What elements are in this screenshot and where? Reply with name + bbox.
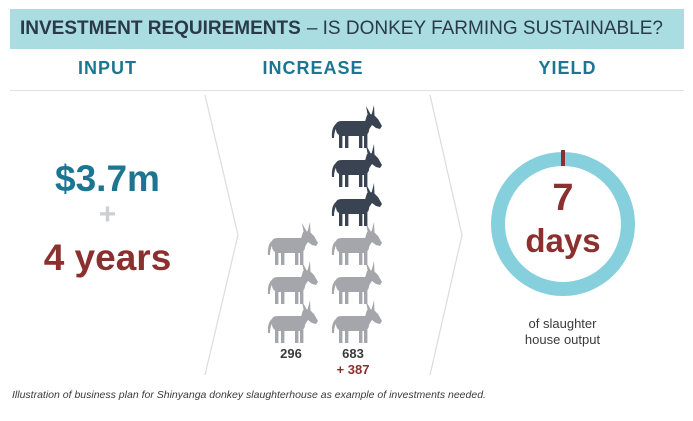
title-rest: – IS DONKEY FARMING SUSTAINABLE? [306,18,663,39]
end-count: 683 [342,346,364,361]
count-difference: + 387 [336,362,370,377]
column-header-input: INPUT [78,58,137,78]
column-header-yield: YIELD [538,58,597,78]
investment-amount: $3.7m [55,158,160,199]
yield-number: 7 [552,177,574,219]
title-bold: INVESTMENT REQUIREMENTS [20,18,301,39]
header-divider [10,90,684,91]
donkey-icon-highlighted [328,183,386,227]
footnote: Illustration of business plan for Shinya… [12,389,486,401]
yield-caption-line1: of slaughter [528,316,597,331]
column-header-increase: INCREASE [262,58,364,78]
yield-caption: of slaughter house output [470,316,655,348]
investment-duration: 4 years [43,237,172,278]
donkey-icon [328,300,386,344]
donkey-icon-highlighted [328,105,386,149]
plus-sign: + [98,198,117,231]
chevron-divider-right [429,94,463,376]
chevron-divider-left [204,94,239,376]
donkey-icon-highlighted [328,144,386,188]
start-count: 296 [280,346,302,361]
yield-ring-marker [561,150,565,166]
donkey-icon [264,261,322,305]
yield-unit: days [525,222,601,259]
donkey-icon [328,222,386,266]
donkey-icon [264,300,322,344]
yield-caption-line2: house output [524,332,601,347]
title-banner: INVESTMENT REQUIREMENTS – IS DONKEY FARM… [10,9,684,49]
donkey-icon [264,222,322,266]
donkey-icon [328,261,386,305]
